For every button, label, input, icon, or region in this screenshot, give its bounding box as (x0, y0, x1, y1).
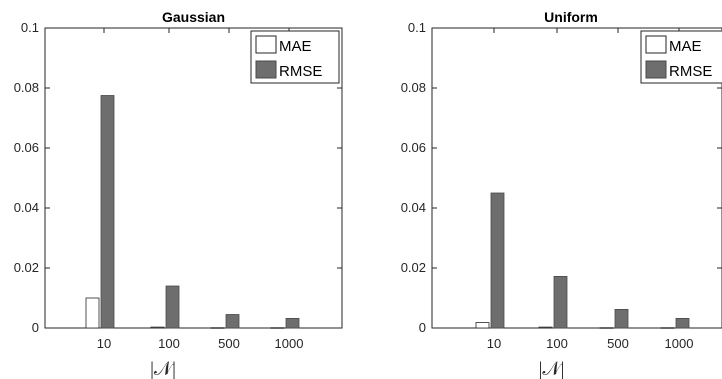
rmse-bar-500 (225, 314, 240, 329)
rmse-bar-10 (490, 192, 505, 329)
y-tick-label: 0.08 (14, 80, 39, 95)
rmse-bar-1000 (285, 317, 300, 329)
x-tick-label: 100 (158, 336, 180, 351)
y-tick-label: 0 (32, 320, 39, 335)
legend-label-rmse: RMSE (669, 63, 712, 80)
mae-bar-1000 (270, 327, 285, 329)
chart-title: Uniform (544, 9, 598, 25)
x-axis-label: |𝒩| (539, 359, 565, 379)
legend: MAE RMSE (640, 30, 722, 84)
y-tick-label: 0.1 (21, 20, 39, 35)
rmse-bar-1000 (675, 317, 690, 329)
legend-swatch-mae (645, 35, 667, 54)
x-tick-label: 1000 (275, 336, 304, 351)
y-tick-label: 0 (419, 320, 426, 335)
rmse-bar-500 (614, 308, 629, 329)
mae-bar-1000 (660, 327, 675, 329)
rmse-bar-10 (100, 95, 115, 329)
y-tick-label: 0.02 (401, 260, 426, 275)
y-tick-label: 0.06 (14, 140, 39, 155)
x-tick-label: 500 (607, 336, 629, 351)
legend-swatch-rmse (255, 60, 277, 79)
x-tick-label: 500 (218, 336, 240, 351)
legend: MAE RMSE (250, 30, 340, 84)
mae-bar-100 (150, 326, 165, 329)
x-tick-label: 10 (97, 336, 111, 351)
y-tick-label: 0.08 (401, 80, 426, 95)
legend-swatch-rmse (645, 60, 667, 79)
y-tick-label: 0.1 (408, 20, 426, 35)
mae-bar-100 (538, 326, 553, 329)
y-tick-label: 0.02 (14, 260, 39, 275)
rmse-bar-100 (165, 285, 180, 329)
rmse-bar-100 (553, 275, 568, 329)
y-tick-label: 0.04 (14, 200, 39, 215)
x-tick-label: 1000 (665, 336, 694, 351)
legend-label-mae: MAE (669, 38, 702, 55)
y-tick-label: 0.04 (401, 200, 426, 215)
x-tick-label: 10 (487, 336, 501, 351)
y-tick-label: 0.06 (401, 140, 426, 155)
x-tick-label: 100 (546, 336, 568, 351)
chart-uniform: 0 0.02 0.04 0.06 0.08 0.1 10 100 500 1000 Uniform |… (401, 9, 722, 379)
x-axis-label: |𝒩| (150, 359, 176, 379)
mae-bar-500 (210, 327, 225, 329)
legend-label-mae: MAE (279, 38, 312, 55)
chart-gaussian: 0 0.02 0.04 0.06 0.08 0.1 10 100 500 1000 Gaussian… (14, 9, 343, 379)
chart-title: Gaussian (162, 9, 225, 25)
mae-bar-10 (475, 322, 490, 329)
mae-bar-10 (85, 297, 100, 329)
mae-bar-500 (599, 327, 614, 329)
legend-swatch-mae (255, 35, 277, 54)
legend-label-rmse: RMSE (279, 63, 322, 80)
